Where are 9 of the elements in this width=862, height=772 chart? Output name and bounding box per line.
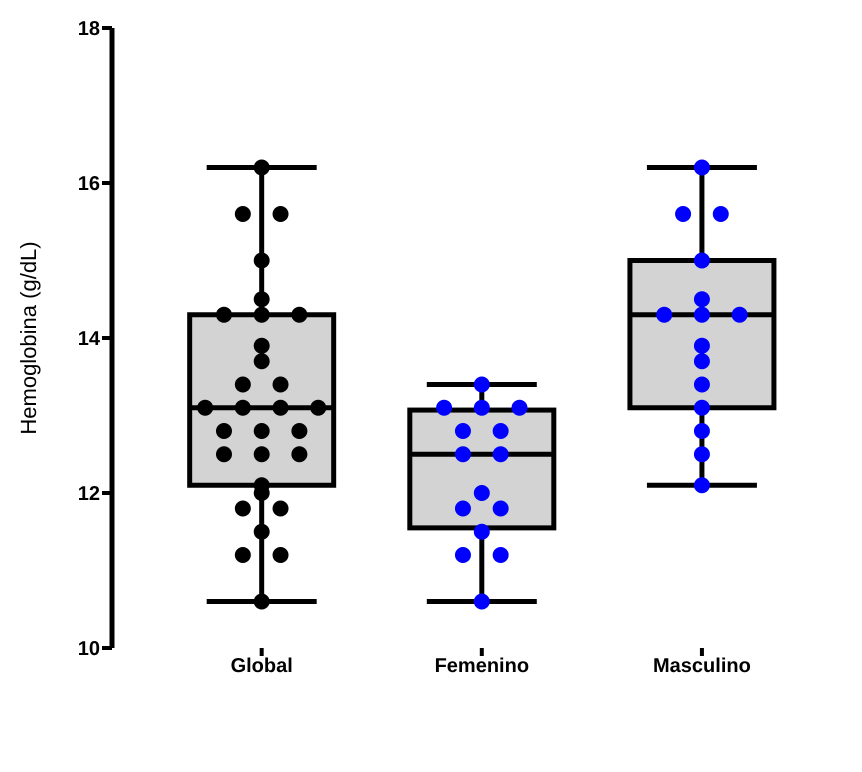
y-tick-label: 16 <box>78 173 100 196</box>
x-tick-label: Femenino <box>434 655 530 678</box>
y-tick-label: 14 <box>78 328 101 350</box>
y-axis-title: Hemoglobina (g/dL) <box>16 241 41 435</box>
x-tick-label: Global <box>230 655 293 678</box>
y-tick-label: 10 <box>78 638 100 660</box>
y-tick-label: 12 <box>78 483 100 506</box>
x-tick-label: Masculino <box>653 655 751 678</box>
y-tick-label: 18 <box>78 18 100 40</box>
